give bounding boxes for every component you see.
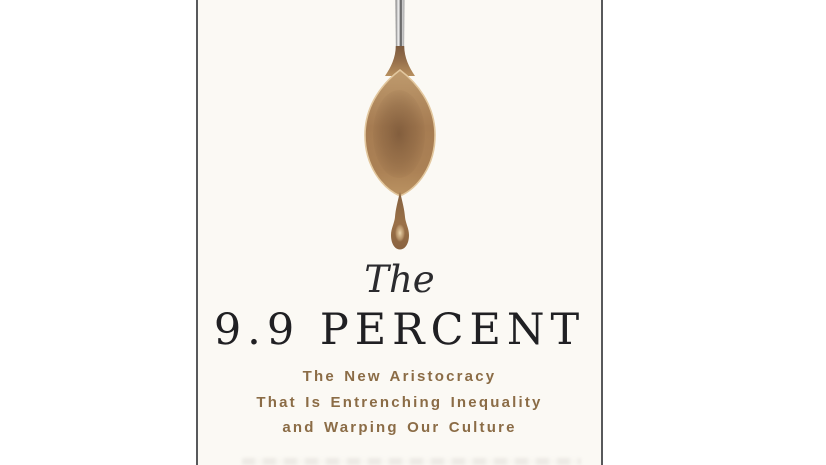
gold-drip-highlight [394,224,405,242]
spoon-bowl-shading [372,90,425,178]
subtitle-line-3: and Warping Our Culture [282,419,517,436]
subtitle-block: The New Aristocracy That Is Entrenching … [198,364,601,441]
spoon-neck [384,46,415,76]
spoon-handle-stem [395,0,404,48]
title-main: 9.9 PERCENT [213,305,586,355]
gold-dripping-spoon-icon [352,0,448,252]
subtitle-line-1: The New Aristocracy [302,368,497,385]
subtitle-line-2: That Is Entrenching Inequality [256,393,543,411]
book-cover: The 9.9 PERCENT The New Aristocracy That… [196,0,603,465]
title-word-the: The [364,258,435,301]
spoon-svg [363,0,436,250]
cropped-author-text-strip [242,458,581,465]
